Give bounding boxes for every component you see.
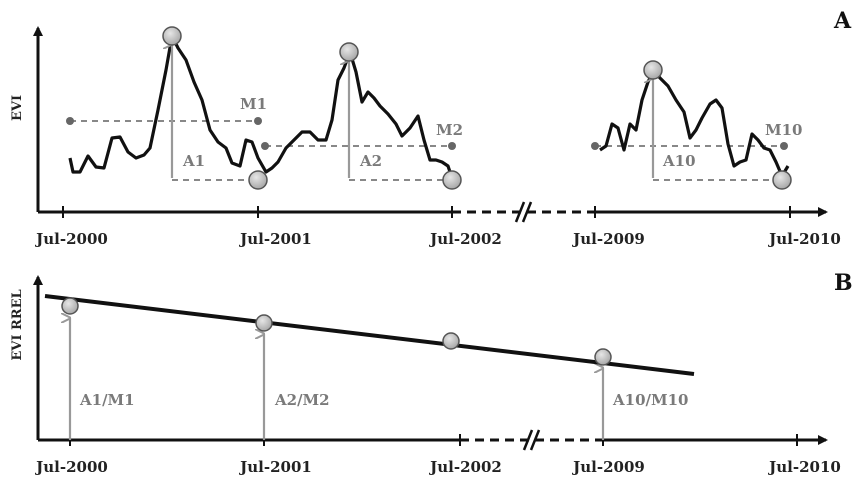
evi-series-2009-2010 bbox=[599, 68, 790, 178]
m1-label: M1 bbox=[240, 95, 267, 113]
m2-label: M2 bbox=[436, 121, 463, 139]
trend-line bbox=[44, 294, 695, 376]
panel-a-break-mark bbox=[514, 201, 533, 223]
panel-a-tick-label: Jul-2009 bbox=[571, 230, 645, 248]
panel-a-reference-lines bbox=[70, 120, 784, 181]
panel-b-label: B bbox=[834, 270, 853, 296]
panel-b-break-mark bbox=[522, 429, 541, 451]
ratio-marker-2009 bbox=[594, 348, 612, 366]
ratio-marker-2000 bbox=[61, 297, 79, 315]
panel-a-y-axis-title: EVI bbox=[10, 95, 25, 121]
a10m10-label: A10/M10 bbox=[612, 391, 688, 409]
panel-b-tick-label: Jul-2002 bbox=[428, 458, 502, 476]
panel-b-tick-label: Jul-2000 bbox=[34, 458, 108, 476]
panel-a-tick-label: Jul-2010 bbox=[767, 230, 841, 248]
a1m1-label: A1/M1 bbox=[79, 391, 135, 409]
m10-label: M10 bbox=[765, 121, 802, 139]
panel-b-y-axis-title: EVI RREL bbox=[10, 289, 25, 360]
panel-a-reference-dots bbox=[66, 117, 788, 150]
ratio-marker-2002 bbox=[442, 332, 460, 350]
evi-series-2000-2002 bbox=[68, 34, 454, 179]
panel-b-tick-label: Jul-2010 bbox=[767, 458, 841, 476]
peak-marker-2009 bbox=[643, 60, 663, 80]
panel-b: B EVI RREL Jul-2000 Jul-2001 Jul-2002 Ju… bbox=[10, 270, 853, 476]
panel-b-tick-label: Jul-2001 bbox=[238, 458, 312, 476]
trough-marker-2010 bbox=[772, 170, 792, 190]
panel-a-tick-label: Jul-2001 bbox=[238, 230, 312, 248]
panel-b-tick-label: Jul-2009 bbox=[571, 458, 645, 476]
a2-label: A2 bbox=[359, 152, 382, 170]
a1-label: A1 bbox=[182, 152, 205, 170]
peak-marker-2000 bbox=[162, 26, 182, 46]
panel-a-tick-label: Jul-2002 bbox=[428, 230, 502, 248]
peak-marker-2001 bbox=[339, 42, 359, 62]
trough-marker-2001 bbox=[248, 170, 268, 190]
a10-label: A10 bbox=[662, 152, 696, 170]
trough-marker-2002 bbox=[442, 170, 462, 190]
panel-a-tick-label: Jul-2000 bbox=[34, 230, 108, 248]
panel-a-label: A bbox=[833, 8, 852, 34]
a2m2-label: A2/M2 bbox=[274, 391, 330, 409]
panel-a: A EVI Jul-2000 Jul-2001 Jul-2002 Jul-200… bbox=[10, 8, 852, 248]
ratio-marker-2001 bbox=[255, 314, 273, 332]
